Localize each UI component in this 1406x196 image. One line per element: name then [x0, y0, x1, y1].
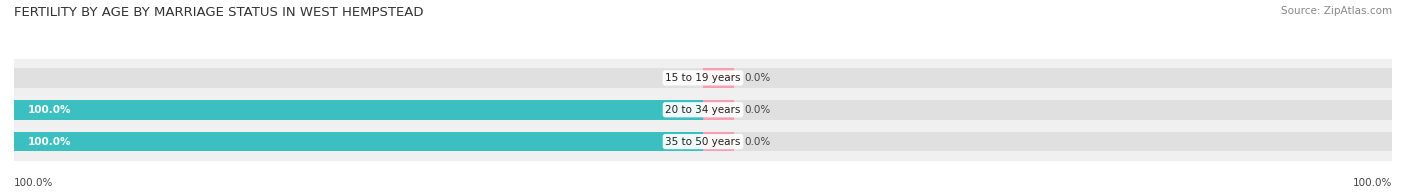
Bar [703, 132, 1392, 152]
Bar [14, 68, 703, 88]
Text: Source: ZipAtlas.com: Source: ZipAtlas.com [1281, 6, 1392, 16]
Text: FERTILITY BY AGE BY MARRIAGE STATUS IN WEST HEMPSTEAD: FERTILITY BY AGE BY MARRIAGE STATUS IN W… [14, 6, 423, 19]
Text: 0.0%: 0.0% [744, 73, 770, 83]
Text: 20 to 34 years: 20 to 34 years [665, 105, 741, 115]
Bar [703, 68, 1392, 88]
Bar [703, 132, 734, 152]
Bar [14, 100, 703, 120]
Text: 35 to 50 years: 35 to 50 years [665, 137, 741, 147]
Bar [703, 100, 734, 120]
Bar [703, 68, 734, 88]
Text: 100.0%: 100.0% [28, 137, 72, 147]
Bar [14, 132, 703, 152]
Text: 100.0%: 100.0% [14, 178, 53, 188]
Bar [14, 132, 703, 152]
Text: 0.0%: 0.0% [744, 105, 770, 115]
Text: 0.0%: 0.0% [744, 137, 770, 147]
Text: 15 to 19 years: 15 to 19 years [665, 73, 741, 83]
Text: 100.0%: 100.0% [28, 105, 72, 115]
Text: 100.0%: 100.0% [1353, 178, 1392, 188]
Bar [703, 100, 1392, 120]
Bar [14, 100, 703, 120]
